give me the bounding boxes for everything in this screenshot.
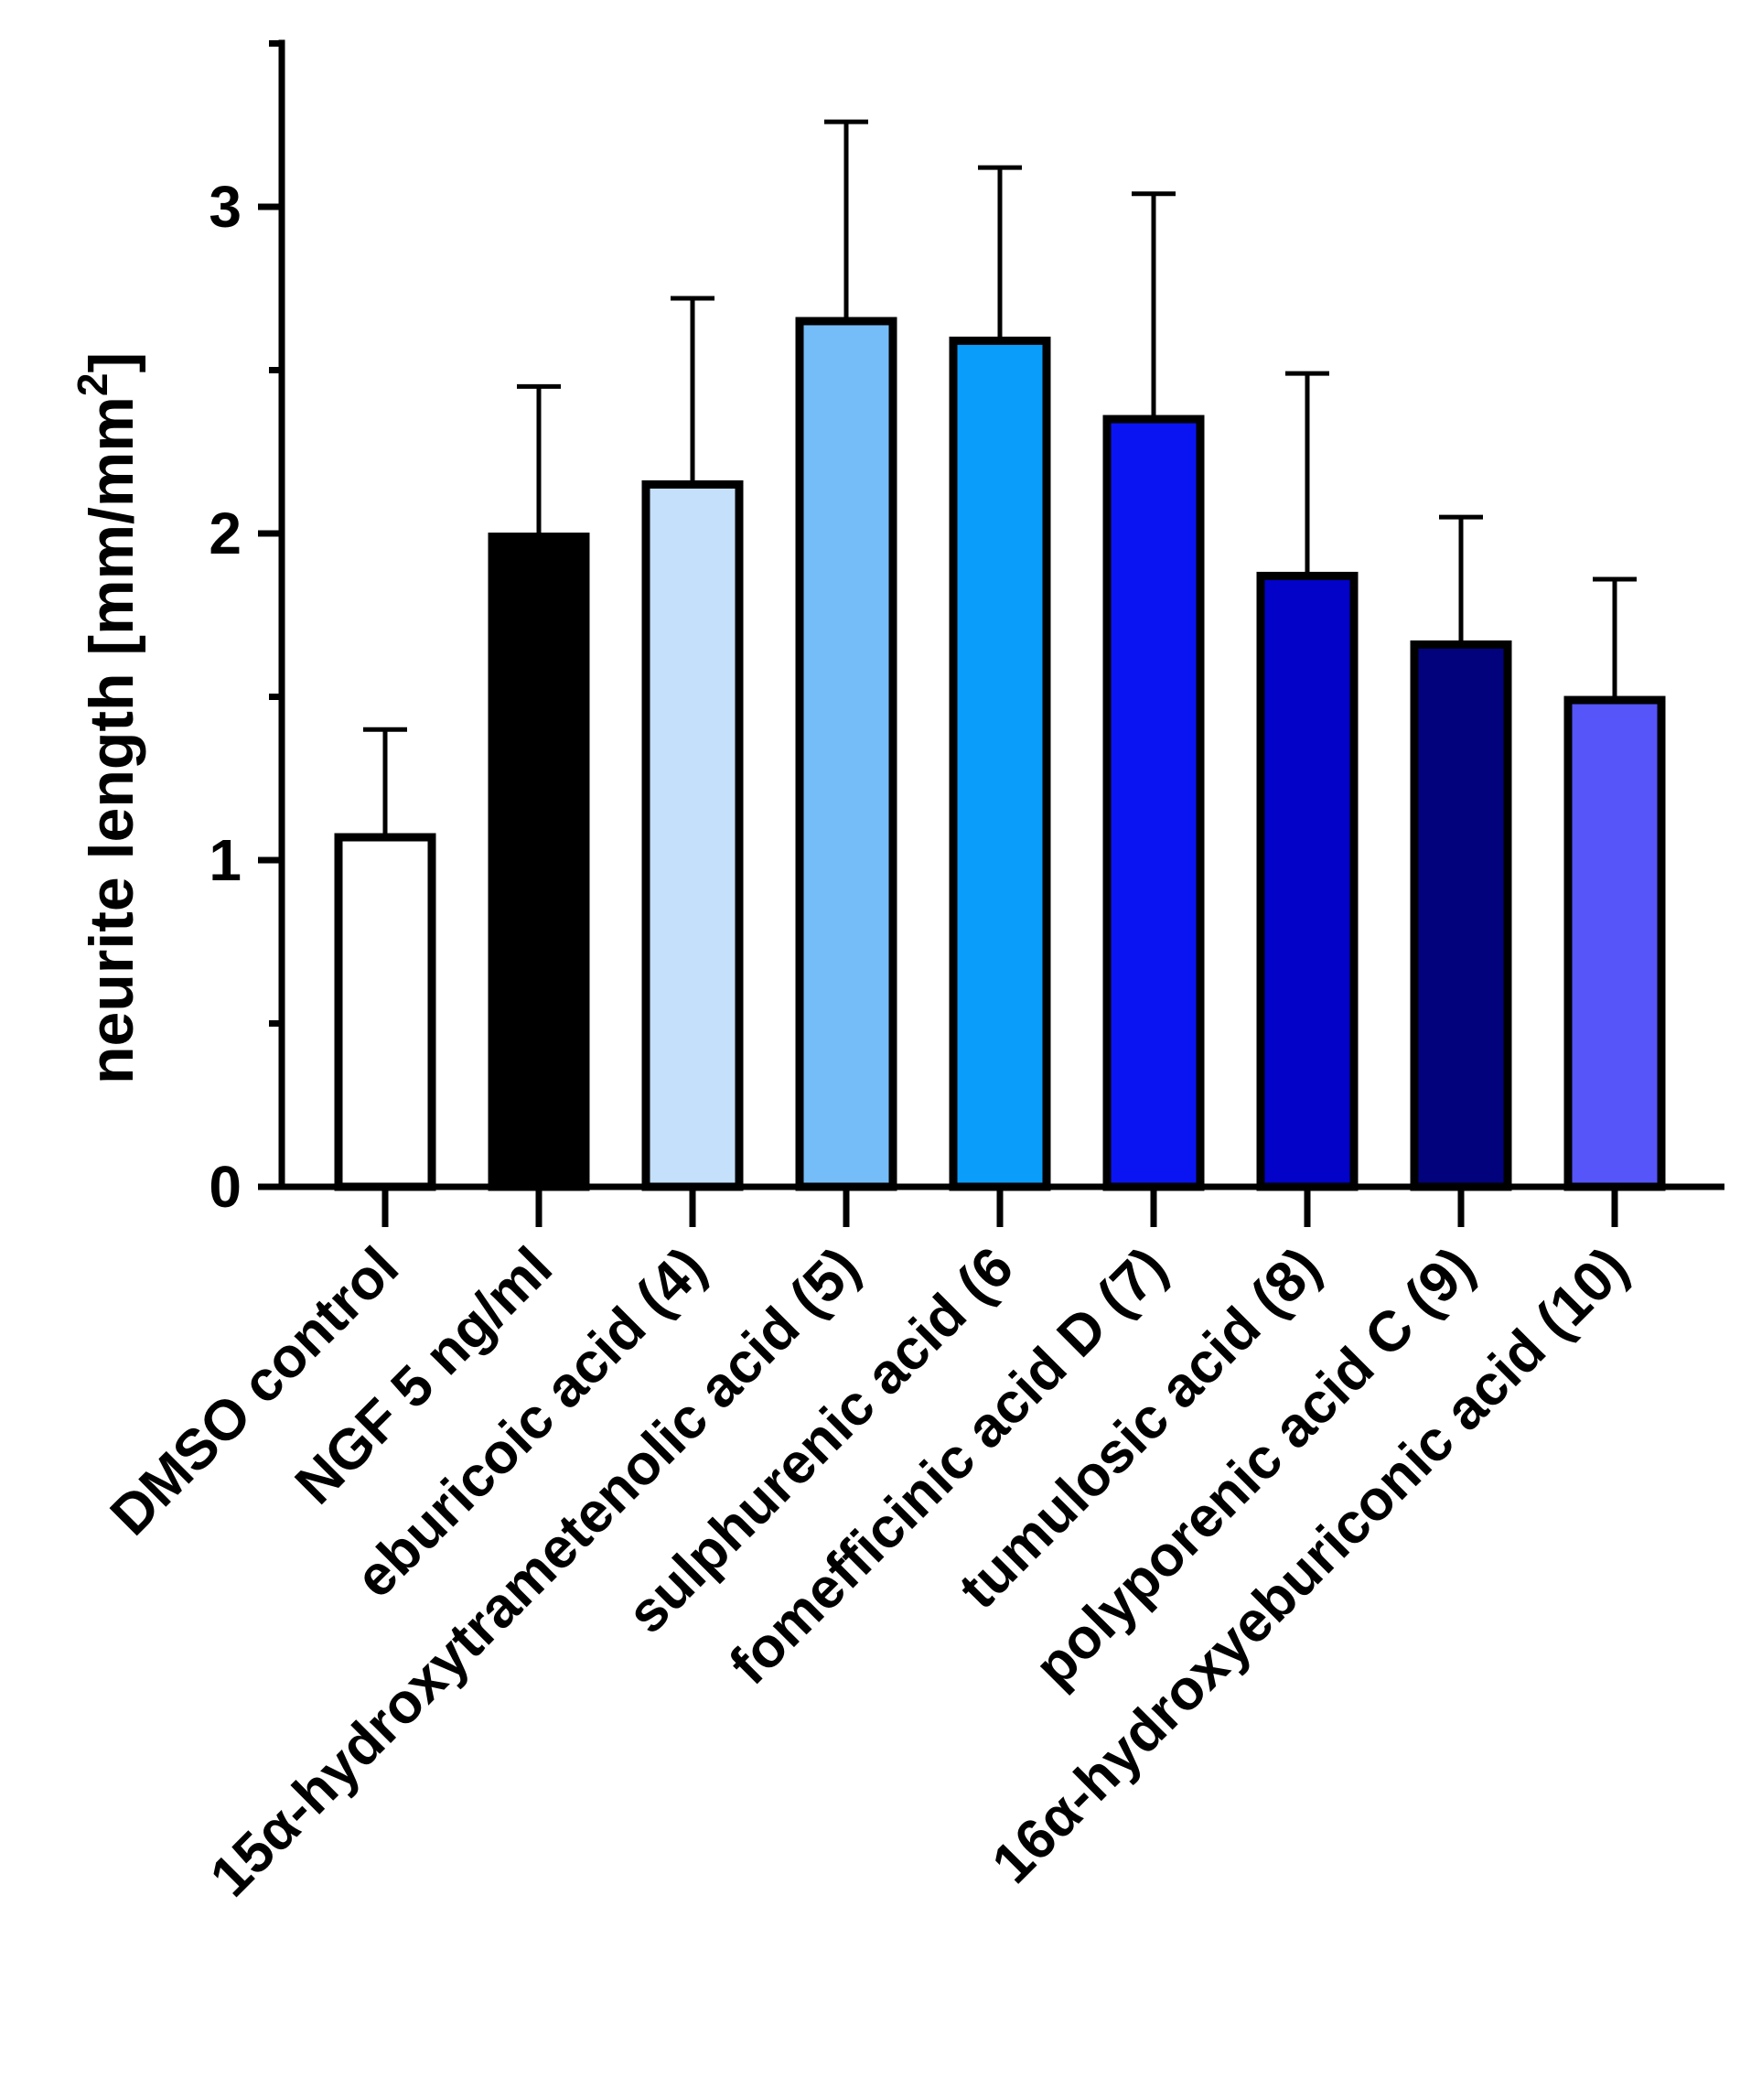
- y-tick-label: 2: [209, 501, 242, 566]
- bar: [949, 336, 1051, 1191]
- y-tick-label: 1: [209, 827, 242, 893]
- y-axis-title: neurite length [mm/mm2]: [69, 352, 146, 1084]
- error-bars: [363, 119, 1637, 838]
- bars: [334, 317, 1666, 1191]
- bar: [1563, 695, 1666, 1191]
- bar: [1410, 640, 1512, 1191]
- bar: [795, 317, 897, 1191]
- y-axis-title-close: ]: [77, 352, 146, 373]
- y-axis-title-main: neurite length [mm/mm: [77, 396, 146, 1084]
- y-axis-title-superscript: 2: [69, 373, 116, 397]
- bar: [641, 479, 744, 1191]
- bar: [1102, 415, 1205, 1191]
- y-tick-label: 3: [209, 174, 242, 240]
- bar: [488, 533, 590, 1191]
- bar: [334, 833, 436, 1191]
- bar: [1256, 571, 1359, 1191]
- y-tick-label: 0: [209, 1154, 242, 1220]
